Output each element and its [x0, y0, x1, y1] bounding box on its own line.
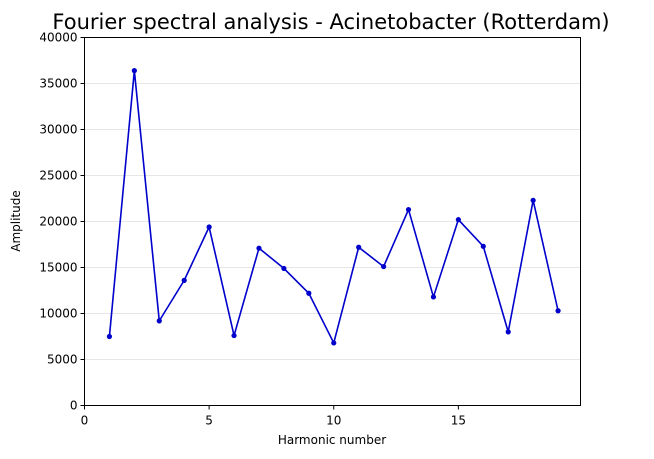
- data-point-7: [256, 245, 262, 251]
- data-point-11: [356, 244, 362, 250]
- data-point-8: [281, 265, 287, 272]
- x-axis-ticks: 0 5 10 15: [81, 405, 466, 428]
- data-point-12: [380, 263, 387, 270]
- x-tick-label-3: 15: [451, 414, 466, 428]
- y-tick-label-8: 40000: [39, 31, 77, 45]
- y-tick-label-3: 15000: [39, 261, 77, 275]
- chart-title: Fourier spectral analysis - Acinetobacte…: [52, 10, 609, 34]
- data-point-5: [206, 224, 212, 230]
- data-point-2: [131, 68, 137, 74]
- data-point-18: [530, 197, 536, 203]
- data-series: [106, 68, 561, 346]
- x-tick-label-2: 10: [326, 414, 341, 428]
- x-tick-label-1: 5: [205, 414, 213, 428]
- data-point-6: [231, 332, 237, 339]
- y-axis-ticks: 0 5000 10000 15000 20000 25000 30000 35000 40000: [39, 31, 85, 413]
- y-tick-label-7: 35000: [39, 77, 77, 91]
- data-point-13: [405, 206, 412, 213]
- data-point-17: [505, 329, 511, 335]
- data-point-3: [156, 318, 162, 324]
- x-axis-label: Harmonic number: [278, 433, 386, 447]
- data-point-1: [106, 333, 113, 340]
- series-line-0: [108, 69, 559, 344]
- y-tick-label-5: 25000: [39, 169, 77, 183]
- data-point-16: [480, 243, 486, 249]
- y-axis-label: Amplitude: [9, 190, 23, 252]
- y-tick-label-0: 0: [70, 399, 78, 413]
- data-point-14: [430, 294, 437, 300]
- data-point-4: [181, 277, 187, 283]
- data-point-9: [306, 290, 312, 296]
- x-tick-label-0: 0: [81, 414, 89, 428]
- data-point-10: [331, 340, 337, 346]
- y-tick-label-6: 30000: [39, 123, 77, 137]
- y-tick-label-4: 20000: [39, 215, 77, 229]
- data-point-19: [555, 308, 561, 314]
- grid-lines: [84, 37, 581, 406]
- y-tick-label-1: 5000: [47, 353, 78, 367]
- data-point-15: [455, 217, 461, 223]
- y-tick-label-2: 10000: [39, 307, 77, 321]
